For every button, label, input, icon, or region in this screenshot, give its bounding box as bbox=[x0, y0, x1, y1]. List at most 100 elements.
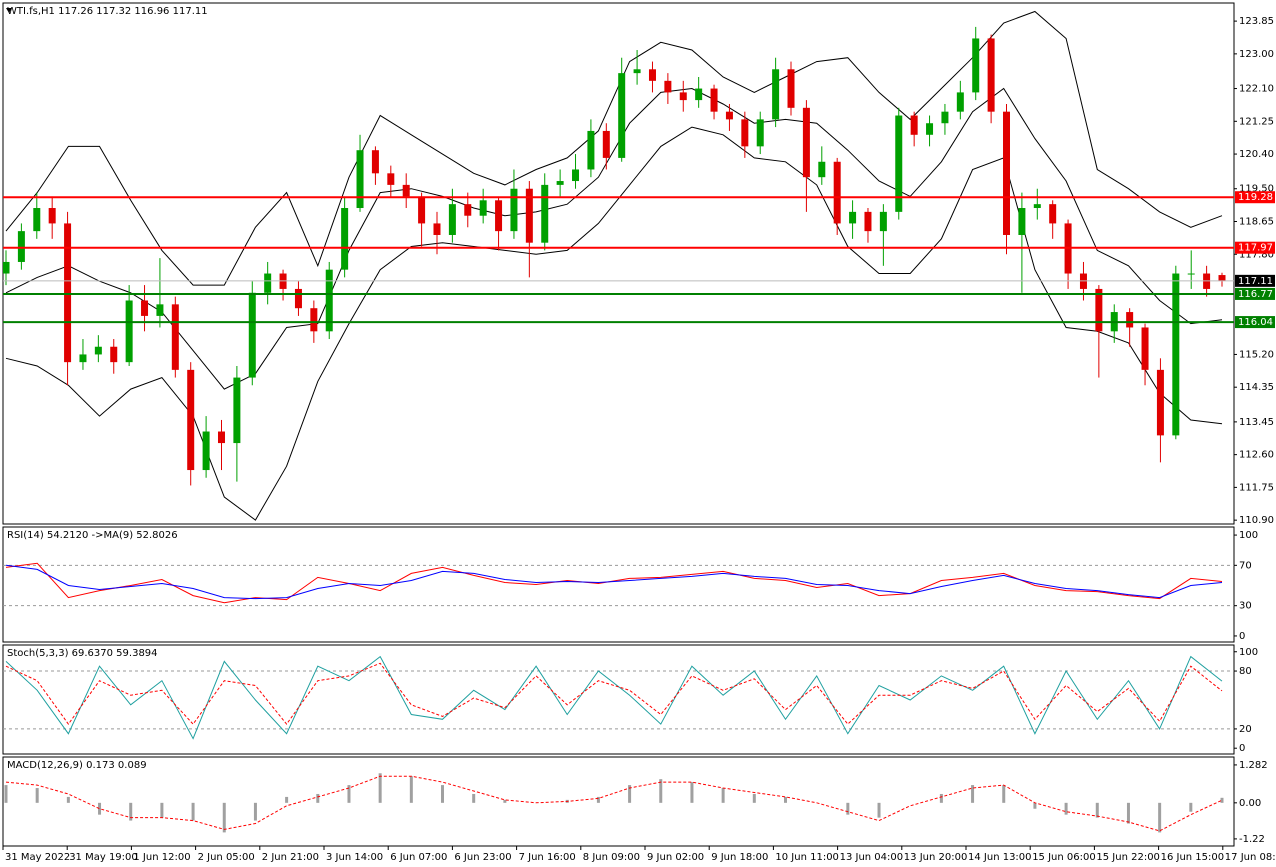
candle-body bbox=[371, 150, 379, 174]
candle-body bbox=[3, 261, 10, 274]
candle-body bbox=[1172, 273, 1180, 436]
y-tick-label: 113.45 bbox=[1239, 417, 1274, 428]
panel-frame bbox=[2, 644, 1235, 755]
x-tick-label: 2 Jun 05:00 bbox=[198, 852, 255, 863]
panel-plot bbox=[3, 655, 1234, 740]
x-tick-label: 1 Jun 12:00 bbox=[133, 852, 190, 863]
panel-plot bbox=[3, 10, 1226, 521]
indicator-line bbox=[5, 564, 1223, 600]
candle-body bbox=[479, 200, 487, 216]
bollinger-upper bbox=[5, 10, 1223, 286]
candle-body bbox=[171, 304, 179, 370]
candle-body bbox=[956, 92, 964, 112]
candle-body bbox=[849, 211, 857, 224]
y-tick-label: 111.75 bbox=[1239, 482, 1274, 493]
bollinger-middle bbox=[5, 87, 1223, 390]
menu-arrow bbox=[6, 8, 12, 13]
x-tick-label: 10 Jun 11:00 bbox=[775, 852, 839, 863]
candle-body bbox=[325, 269, 333, 332]
candle-body bbox=[679, 92, 687, 101]
candle-body bbox=[1018, 208, 1026, 235]
x-tick-label: 15 Jun 06:00 bbox=[1032, 852, 1096, 863]
candle-body bbox=[264, 273, 272, 293]
y-tick-label: 114.35 bbox=[1239, 382, 1274, 393]
candle-body bbox=[1003, 111, 1011, 235]
x-tick-label: 31 May 2022 bbox=[5, 852, 70, 863]
candle-body bbox=[648, 69, 656, 81]
x-tick-label: 6 Jun 07:00 bbox=[390, 852, 447, 863]
candle-body bbox=[926, 123, 934, 135]
x-tick-label: 16 Jun 15:00 bbox=[1161, 852, 1225, 863]
candle-body bbox=[772, 69, 780, 120]
y-tick-label: 30 bbox=[1239, 601, 1252, 612]
y-tick-label: 118.65 bbox=[1239, 216, 1274, 227]
candle-body bbox=[741, 119, 749, 147]
candle-body bbox=[895, 115, 903, 212]
candle-body bbox=[94, 346, 102, 355]
y-tick-label: 100 bbox=[1239, 530, 1258, 541]
indicator-line bbox=[5, 655, 1223, 740]
y-tick-label: -1.22 bbox=[1239, 834, 1265, 845]
candle-body bbox=[418, 196, 426, 224]
level-tag bbox=[1235, 287, 1275, 300]
candle-body bbox=[787, 69, 795, 108]
candle-body bbox=[125, 300, 133, 363]
candle-body bbox=[141, 300, 149, 316]
x-tick-label: 7 Jun 16:00 bbox=[519, 852, 576, 863]
level-label: 116.04 bbox=[1238, 317, 1273, 328]
candle-body bbox=[433, 223, 441, 235]
candle-body bbox=[1049, 204, 1057, 224]
candle-body bbox=[387, 173, 395, 185]
panel-title: Stoch(5,3,3) 69.6370 59.3894 bbox=[7, 648, 158, 659]
current-price-label: 117.11 bbox=[1238, 276, 1273, 287]
y-tick-label: 110.90 bbox=[1239, 515, 1274, 526]
x-tick-label: 9 Jun 18:00 bbox=[711, 852, 768, 863]
candle-body bbox=[33, 208, 41, 232]
level-tag bbox=[1235, 191, 1275, 204]
level-tag bbox=[1235, 316, 1275, 329]
candle-body bbox=[495, 200, 503, 232]
panel-plot bbox=[3, 562, 1234, 607]
candle-body bbox=[17, 231, 25, 262]
y-tick-label: 100 bbox=[1239, 647, 1258, 658]
candle-body bbox=[695, 88, 703, 101]
x-tick-label: 15 Jun 22:00 bbox=[1096, 852, 1160, 863]
panel-title: WTI.fs,H1 117.26 117.32 116.96 117.11 bbox=[7, 6, 208, 17]
y-tick-label: 1.282 bbox=[1239, 760, 1268, 771]
panel-frame bbox=[2, 526, 1235, 643]
candle-body bbox=[1033, 204, 1041, 209]
y-tick-label: 0 bbox=[1239, 631, 1245, 642]
y-tick-label: 120.40 bbox=[1239, 149, 1274, 160]
y-tick-label: 80 bbox=[1239, 666, 1252, 677]
candle-body bbox=[572, 169, 580, 182]
panel-title: RSI(14) 54.2120 ->MA(9) 52.8026 bbox=[7, 530, 178, 541]
panel-plot bbox=[4, 773, 1224, 833]
candle-body bbox=[802, 107, 810, 178]
y-tick-label: 112.60 bbox=[1239, 450, 1274, 461]
x-tick-label: 13 Jun 20:00 bbox=[904, 852, 968, 863]
candle-body bbox=[910, 115, 918, 135]
candle-body bbox=[818, 161, 826, 178]
candle-body bbox=[79, 354, 87, 363]
level-tag bbox=[1235, 241, 1275, 254]
candle-body bbox=[64, 223, 72, 363]
candle-body bbox=[941, 111, 949, 124]
y-tick-label: 0 bbox=[1239, 743, 1245, 754]
level-label: 119.28 bbox=[1238, 192, 1273, 203]
y-tick-label: 119.50 bbox=[1239, 184, 1274, 195]
candle-body bbox=[156, 304, 164, 316]
candle-body bbox=[879, 211, 887, 232]
candle-body bbox=[1126, 312, 1134, 328]
x-tick-label: 8 Jun 09:00 bbox=[583, 852, 640, 863]
candle-body bbox=[294, 288, 302, 309]
panel-title: MACD(12,26,9) 0.173 0.089 bbox=[7, 760, 147, 771]
x-tick-label: 13 Jun 04:00 bbox=[840, 852, 904, 863]
panel-frame bbox=[2, 756, 1235, 847]
x-tick-label: 6 Jun 23:00 bbox=[454, 852, 511, 863]
candle-body bbox=[402, 184, 410, 197]
candle-body bbox=[48, 208, 56, 224]
